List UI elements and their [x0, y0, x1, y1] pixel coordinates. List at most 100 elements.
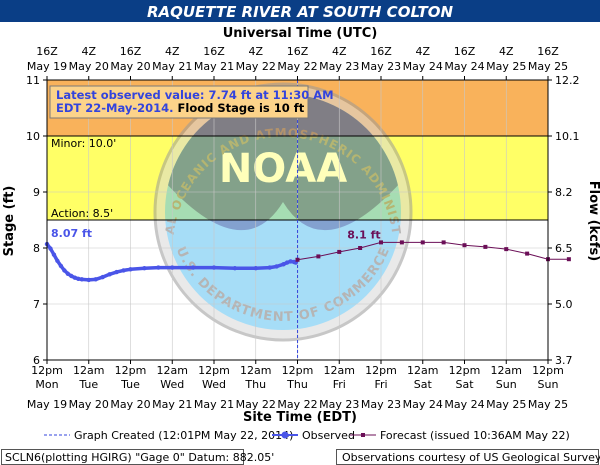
- forecast-point-11: [525, 251, 530, 256]
- observed-point-8: [72, 275, 78, 280]
- bottom-tick-day-9: Sat: [414, 378, 433, 391]
- legend-observed: Observed: [302, 429, 355, 442]
- bottom-tick-day-0: Mon: [35, 378, 58, 391]
- top-tick-hour-5: 4Z: [248, 45, 263, 58]
- top-tick-date-6: May 22: [277, 60, 317, 73]
- action-stage-label: Action: 8.5': [51, 207, 113, 220]
- bottom-tick-day-4: Wed: [202, 378, 226, 391]
- y2-axis-title: Flow (kcfs): [586, 181, 600, 261]
- top-tick-hour-8: 16Z: [370, 45, 392, 58]
- bottom-tick-day-2: Tue: [120, 378, 140, 391]
- forecast-point-3: [358, 246, 363, 250]
- forecast-point-7: [441, 240, 446, 245]
- observed-point-10: [79, 277, 84, 282]
- bottom-tick-date-2: May 20: [110, 398, 150, 411]
- plot-area: NOAANATIONAL OCEANIC AND ATMOSPHERIC ADM…: [0, 0, 571, 361]
- bottom-tick-time-10: 12pm: [449, 364, 481, 377]
- observed-point-12: [93, 277, 98, 282]
- y2-tick-label-5: 12.2: [555, 74, 580, 87]
- observed-point-20: [170, 265, 175, 270]
- y-tick-label-5: 11: [26, 74, 40, 87]
- observed-point-15: [114, 269, 119, 275]
- forecast-point-2: [337, 249, 342, 254]
- forecast-point-8: [462, 243, 467, 248]
- y-tick-label-0: 6: [33, 354, 40, 367]
- top-tick-date-9: May 24: [403, 60, 443, 73]
- bottom-tick-date-9: May 24: [403, 398, 443, 411]
- y-tick-label-4: 10: [26, 130, 40, 143]
- bottom-tick-date-3: May 21: [152, 398, 192, 411]
- legend: Graph Created (12:01PM May 22, 2014) Obs…: [44, 429, 570, 442]
- bottom-tick-date-12: May 25: [528, 398, 568, 411]
- observed-peak-label: 8.07 ft: [51, 227, 92, 240]
- top-tick-date-4: May 21: [194, 60, 234, 73]
- top-tick-date-10: May 24: [444, 60, 484, 73]
- top-tick-hour-6: 16Z: [287, 45, 309, 58]
- bottom-tick-time-12: 12pm: [532, 364, 564, 377]
- annotation-flood-stage: Flood Stage is 10 ft: [178, 101, 305, 115]
- observed-point-6: [65, 271, 71, 276]
- observed-point-5: [62, 268, 67, 273]
- observed-point-11: [86, 277, 91, 283]
- y2-tick-label-2: 6.5: [555, 242, 573, 255]
- bottom-tick-day-3: Wed: [160, 378, 184, 391]
- latest-value-annotation: Latest observed value: 7.74 ft at 11:30 …: [49, 85, 334, 119]
- y2-tick-label-4: 10.1: [555, 130, 580, 143]
- bottom-tick-date-1: May 20: [69, 398, 109, 411]
- top-tick-date-7: May 23: [319, 60, 359, 73]
- watermark-gull: [165, 94, 401, 231]
- observed-point-16: [121, 268, 126, 273]
- top-tick-hour-3: 4Z: [165, 45, 180, 58]
- observed-point-3: [55, 258, 60, 264]
- chart-title: RAQUETTE RIVER AT SOUTH COLTON: [147, 3, 454, 21]
- top-tick-date-2: May 20: [110, 60, 150, 73]
- bottom-tick-day-10: Sat: [455, 378, 474, 391]
- bottom-tick-time-5: 12am: [240, 364, 271, 377]
- forecast-point-6: [420, 240, 425, 245]
- top-tick-hour-11: 4Z: [499, 45, 514, 58]
- observed-point-9: [76, 276, 81, 281]
- bottom-tick-day-5: Thu: [244, 378, 266, 391]
- minor-stage-label: Minor: 10.0': [51, 137, 116, 150]
- observed-point-25: [267, 265, 272, 270]
- bottom-tick-date-6: May 22: [277, 398, 317, 411]
- bottom-tick-date-5: May 22: [236, 398, 276, 411]
- bottom-tick-time-2: 12pm: [115, 364, 147, 377]
- axes: 6 7 8 9 10 11 3.7 5.0 6.5 8.2 10.1 12.2 16Z May 19 4Z M…: [26, 45, 580, 411]
- top-axis-title: Universal Time (UTC): [223, 26, 378, 41]
- forecast-point-4: [379, 240, 383, 245]
- bottom-tick-date-4: May 21: [194, 398, 234, 411]
- forecast-peak-label: 8.1 ft: [347, 228, 380, 241]
- y-tick-label-3: 9: [33, 186, 40, 199]
- title-band: [0, 0, 600, 22]
- bottom-tick-date-8: May 23: [361, 398, 401, 411]
- observed-point-1: [48, 246, 53, 251]
- y2-tick-label-3: 8.2: [555, 186, 573, 199]
- y-tick-label-2: 8: [33, 242, 40, 255]
- x-axis-title: Site Time (EDT): [243, 410, 357, 425]
- y-axis-title: Stage (ft): [2, 186, 17, 257]
- top-tick-hour-2: 16Z: [120, 45, 142, 58]
- observed-point-7: [69, 273, 74, 279]
- top-tick-hour-9: 4Z: [415, 45, 430, 58]
- bottom-tick-date-10: May 24: [444, 398, 484, 411]
- forecast-point-9: [483, 244, 488, 249]
- bottom-tick-date-0: May 19: [27, 398, 67, 411]
- observed-point-26: [274, 264, 279, 269]
- y2-tick-label-1: 5.0: [555, 298, 573, 311]
- forecast-point-5: [399, 240, 404, 245]
- top-tick-hour-10: 16Z: [454, 45, 476, 58]
- observed-point-17: [128, 267, 133, 272]
- bottom-tick-time-7: 12am: [324, 364, 355, 377]
- observed-point-4: [58, 263, 64, 269]
- footer-credit: Observations courtesy of US Geological S…: [342, 451, 600, 464]
- top-tick-date-0: May 19: [27, 60, 67, 73]
- bottom-tick-date-11: May 25: [486, 398, 526, 411]
- observed-point-24: [253, 265, 258, 271]
- annotation-line-1: Latest observed value: 7.74 ft at 11:30 …: [56, 88, 334, 102]
- observed-point-29: [288, 259, 293, 264]
- top-tick-date-5: May 22: [236, 60, 276, 73]
- observed-point-21: [190, 265, 196, 270]
- bottom-tick-day-8: Fri: [374, 378, 387, 391]
